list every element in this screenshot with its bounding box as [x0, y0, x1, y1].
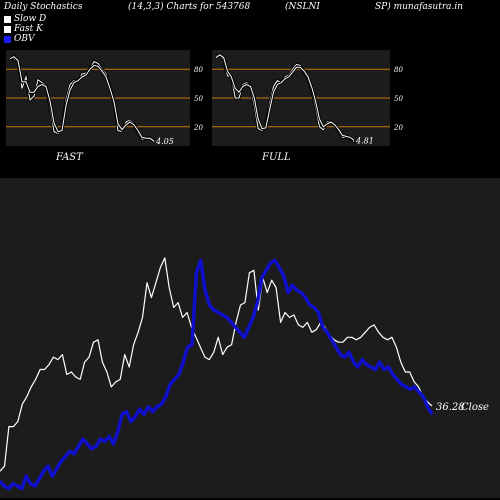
obv-swatch — [4, 35, 11, 43]
last-price-label: 36.28 — [436, 402, 465, 413]
full-level-50-label: 50 — [394, 95, 403, 103]
fast-k-swatch — [4, 25, 11, 33]
chart-params: (14,3,3) Charts for 543768 — [128, 2, 251, 12]
symbol-part-b: SP) munafasutra.in — [375, 2, 464, 12]
close-label: Close — [461, 402, 489, 413]
legend-obv-label: OBV — [14, 34, 35, 44]
full-panel-label: FULL — [262, 152, 291, 163]
legend-fast-k-label: Fast K — [14, 24, 43, 34]
legend-obv: OBV — [4, 34, 35, 44]
fast-level-80-label: 80 — [194, 66, 203, 74]
price-line — [0, 257, 433, 472]
symbol-part-a: (NSLNI — [285, 2, 320, 12]
fast-last-value: 4.05 — [155, 137, 174, 146]
obv-line — [0, 258, 434, 491]
full-last-value: 4.81 — [355, 136, 374, 145]
slow-d-swatch — [4, 15, 11, 23]
fast-level-50-label: 50 — [194, 95, 203, 103]
main-plot-area — [0, 178, 500, 498]
fast-stochastic-panel: 80 50 20 4.05 — [6, 50, 203, 146]
full-level-20-label: 20 — [393, 124, 403, 132]
full-stochastic-panel: 80 50 20 4.81 — [212, 50, 403, 146]
fast-series-0-line — [9, 57, 155, 143]
chart-title: Daily Stochastics — [4, 2, 83, 12]
fast-panel-label: FAST — [56, 152, 83, 163]
full-series-1-line — [215, 54, 355, 141]
full-level-80-label: 80 — [394, 66, 403, 74]
legend-fast-k: Fast K — [4, 24, 43, 34]
fast-level-20-label: 20 — [193, 124, 203, 132]
legend-slow-d: Slow D — [4, 14, 46, 24]
legend-slow-d-label: Slow D — [14, 14, 47, 24]
fast-series-1-line — [9, 56, 155, 142]
